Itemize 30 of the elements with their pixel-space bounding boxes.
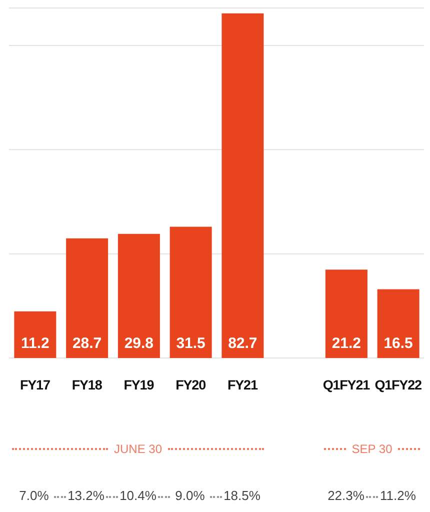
text: 7.0% (18, 488, 50, 503)
x-tick-label: FY18 (72, 378, 103, 393)
text: JUNE 30 (112, 442, 164, 456)
x-tick-label: FY21 (228, 378, 258, 393)
x-tick-label: Q1FY21 (322, 378, 371, 393)
bar (325, 270, 368, 358)
x-tick-label: FY17 (20, 378, 50, 393)
text: 10.4% (118, 488, 158, 503)
text: 22.3% (326, 488, 366, 503)
bar (170, 226, 212, 358)
bar (118, 234, 160, 358)
text: 18.5% (222, 488, 262, 503)
data-label: 31.5 (176, 335, 206, 352)
bar (14, 311, 56, 358)
text: 13.2% (66, 488, 106, 503)
data-label: 82.7 (228, 335, 258, 352)
text: 11.2% (379, 488, 417, 503)
text: 9.0% (174, 488, 206, 503)
text: SEP 30 (350, 442, 394, 456)
data-label: 21.2 (332, 335, 362, 352)
data-label: 16.5 (384, 335, 413, 352)
x-tick-label: FY19 (124, 378, 154, 393)
data-label: 11.2 (21, 335, 50, 352)
x-tick-label: Q1FY22 (374, 378, 422, 393)
bar (66, 238, 108, 358)
x-tick-label: FY20 (176, 378, 206, 393)
bar (377, 289, 420, 358)
data-label: 28.7 (72, 335, 102, 352)
data-label: 29.8 (124, 335, 154, 352)
bar (222, 13, 264, 358)
